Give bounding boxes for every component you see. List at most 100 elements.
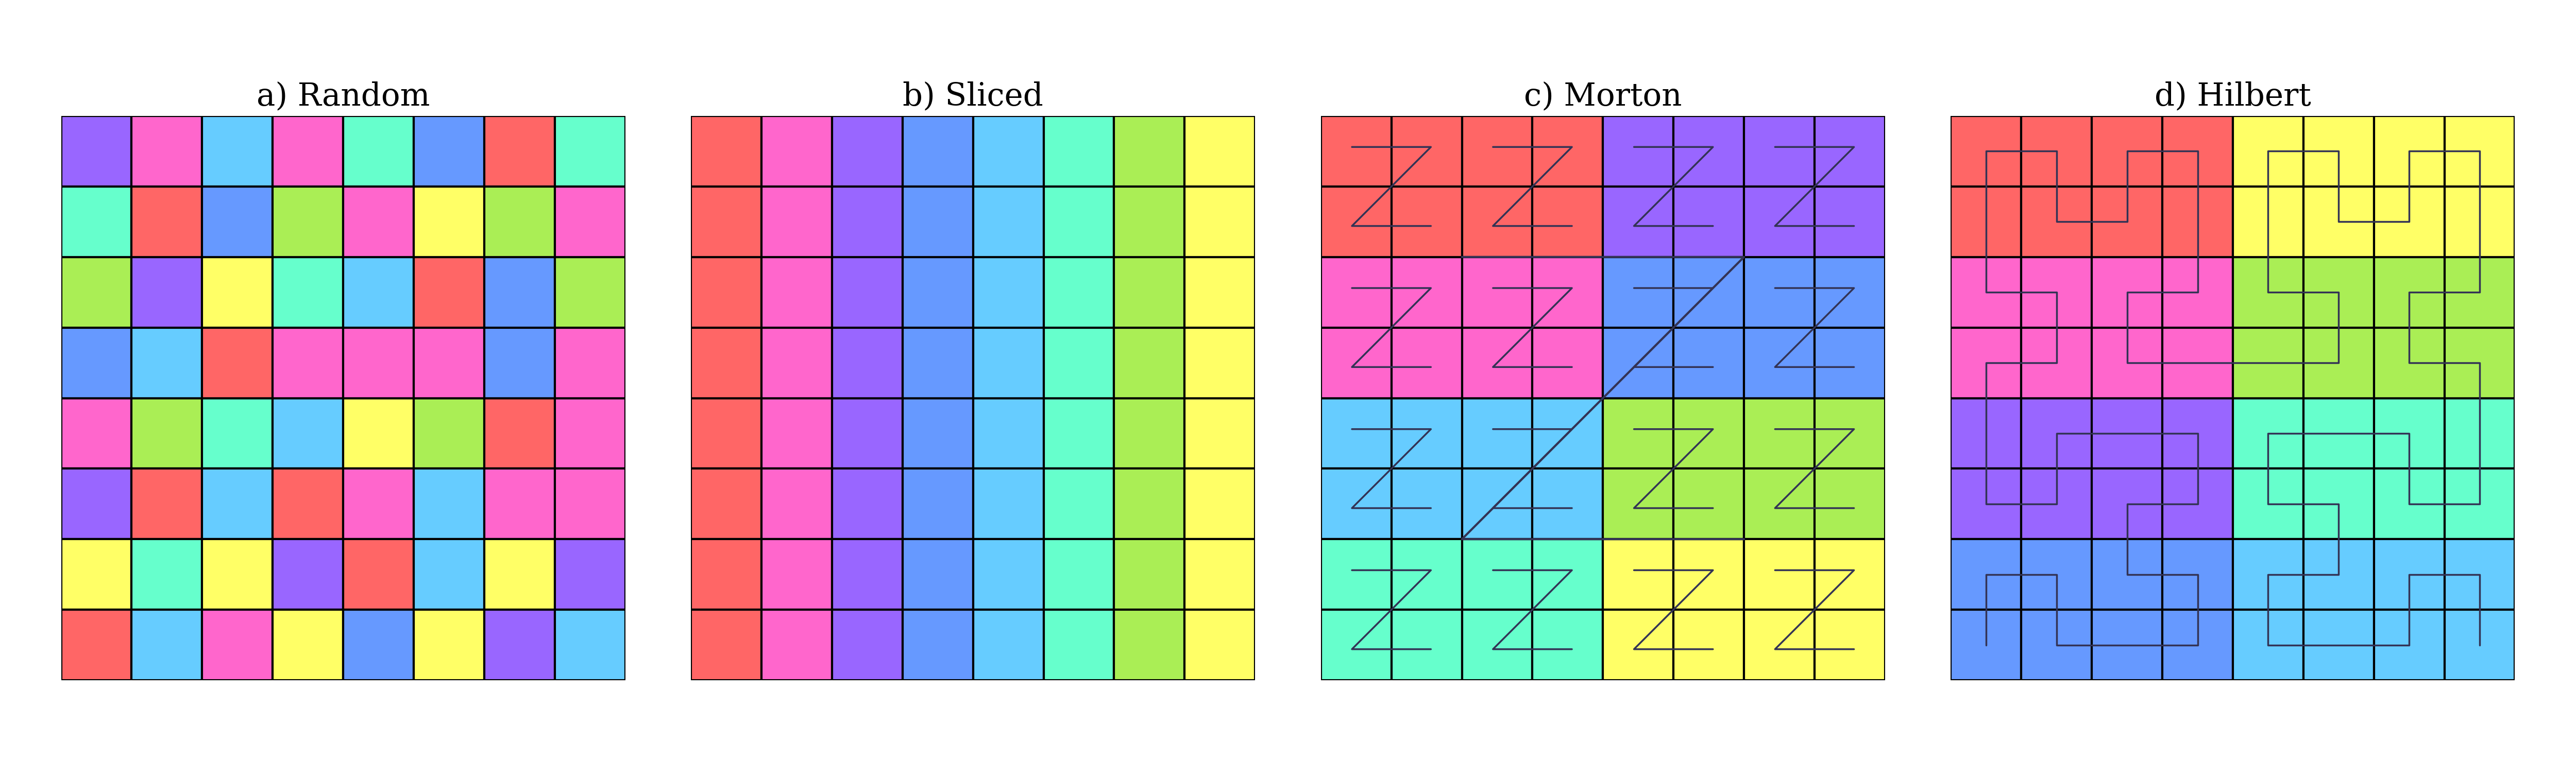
Bar — [273, 540, 343, 610]
Bar — [1950, 398, 2022, 468]
Bar — [131, 186, 201, 257]
Bar — [1744, 540, 1814, 610]
Bar — [974, 610, 1043, 680]
Bar — [974, 468, 1043, 540]
Bar — [2022, 398, 2092, 468]
Bar — [902, 540, 974, 610]
Bar — [902, 468, 974, 540]
Bar — [2375, 116, 2445, 186]
Bar — [554, 610, 626, 680]
Bar — [1602, 186, 1674, 257]
Bar — [1744, 186, 1814, 257]
Bar — [415, 257, 484, 328]
Title: c) Morton: c) Morton — [1525, 81, 1682, 112]
Bar — [902, 186, 974, 257]
Bar — [832, 116, 902, 186]
Bar — [554, 540, 626, 610]
Bar — [484, 328, 554, 398]
Bar — [2445, 610, 2514, 680]
Bar — [343, 257, 415, 328]
Bar — [690, 610, 762, 680]
Bar — [1814, 540, 1886, 610]
Bar — [1744, 116, 1814, 186]
Bar — [1950, 610, 2022, 680]
Bar — [1744, 468, 1814, 540]
Bar — [2445, 468, 2514, 540]
Bar — [2161, 540, 2233, 610]
Bar — [1463, 398, 1533, 468]
Bar — [1463, 116, 1533, 186]
Bar — [974, 398, 1043, 468]
Bar — [273, 186, 343, 257]
Bar — [62, 328, 131, 398]
Bar — [273, 328, 343, 398]
Bar — [484, 398, 554, 468]
Bar — [2022, 328, 2092, 398]
Bar — [2161, 186, 2233, 257]
Bar — [1533, 186, 1602, 257]
Bar — [1321, 116, 1391, 186]
Bar — [902, 257, 974, 328]
Bar — [1321, 186, 1391, 257]
Bar — [1391, 398, 1463, 468]
Bar — [1463, 257, 1533, 328]
Bar — [1674, 186, 1744, 257]
Bar — [1113, 610, 1185, 680]
Bar — [1113, 540, 1185, 610]
Bar — [690, 186, 762, 257]
Bar — [1391, 610, 1463, 680]
Bar — [1391, 540, 1463, 610]
Bar — [2375, 328, 2445, 398]
Bar — [832, 186, 902, 257]
Bar — [1043, 328, 1113, 398]
Bar — [1602, 257, 1674, 328]
Bar — [2375, 468, 2445, 540]
Bar — [1113, 398, 1185, 468]
Bar — [1463, 610, 1533, 680]
Bar — [62, 540, 131, 610]
Bar — [1602, 610, 1674, 680]
Bar — [131, 468, 201, 540]
Bar — [1185, 257, 1255, 328]
Bar — [832, 398, 902, 468]
Bar — [690, 468, 762, 540]
Bar — [1391, 468, 1463, 540]
Bar — [1744, 257, 1814, 328]
Bar — [2303, 116, 2375, 186]
Bar — [62, 257, 131, 328]
Bar — [62, 398, 131, 468]
Bar — [690, 116, 762, 186]
Bar — [1950, 186, 2022, 257]
Bar — [2092, 116, 2161, 186]
Bar — [1391, 116, 1463, 186]
Bar — [201, 186, 273, 257]
Bar — [1185, 468, 1255, 540]
Bar — [1814, 257, 1886, 328]
Bar — [1113, 328, 1185, 398]
Bar — [2375, 398, 2445, 468]
Bar — [2233, 468, 2303, 540]
Bar — [1674, 610, 1744, 680]
Bar — [2375, 186, 2445, 257]
Bar — [2233, 328, 2303, 398]
Bar — [415, 328, 484, 398]
Bar — [1391, 328, 1463, 398]
Bar — [2375, 540, 2445, 610]
Bar — [2161, 468, 2233, 540]
Bar — [131, 398, 201, 468]
Bar — [1950, 257, 2022, 328]
Bar — [1113, 257, 1185, 328]
Bar — [832, 328, 902, 398]
Bar — [1321, 328, 1391, 398]
Bar — [1744, 328, 1814, 398]
Bar — [484, 610, 554, 680]
Bar — [974, 257, 1043, 328]
Bar — [2161, 610, 2233, 680]
Bar — [484, 540, 554, 610]
Bar — [131, 540, 201, 610]
Bar — [1814, 610, 1886, 680]
Bar — [415, 398, 484, 468]
Bar — [762, 540, 832, 610]
Bar — [2161, 257, 2233, 328]
Bar — [1043, 468, 1113, 540]
